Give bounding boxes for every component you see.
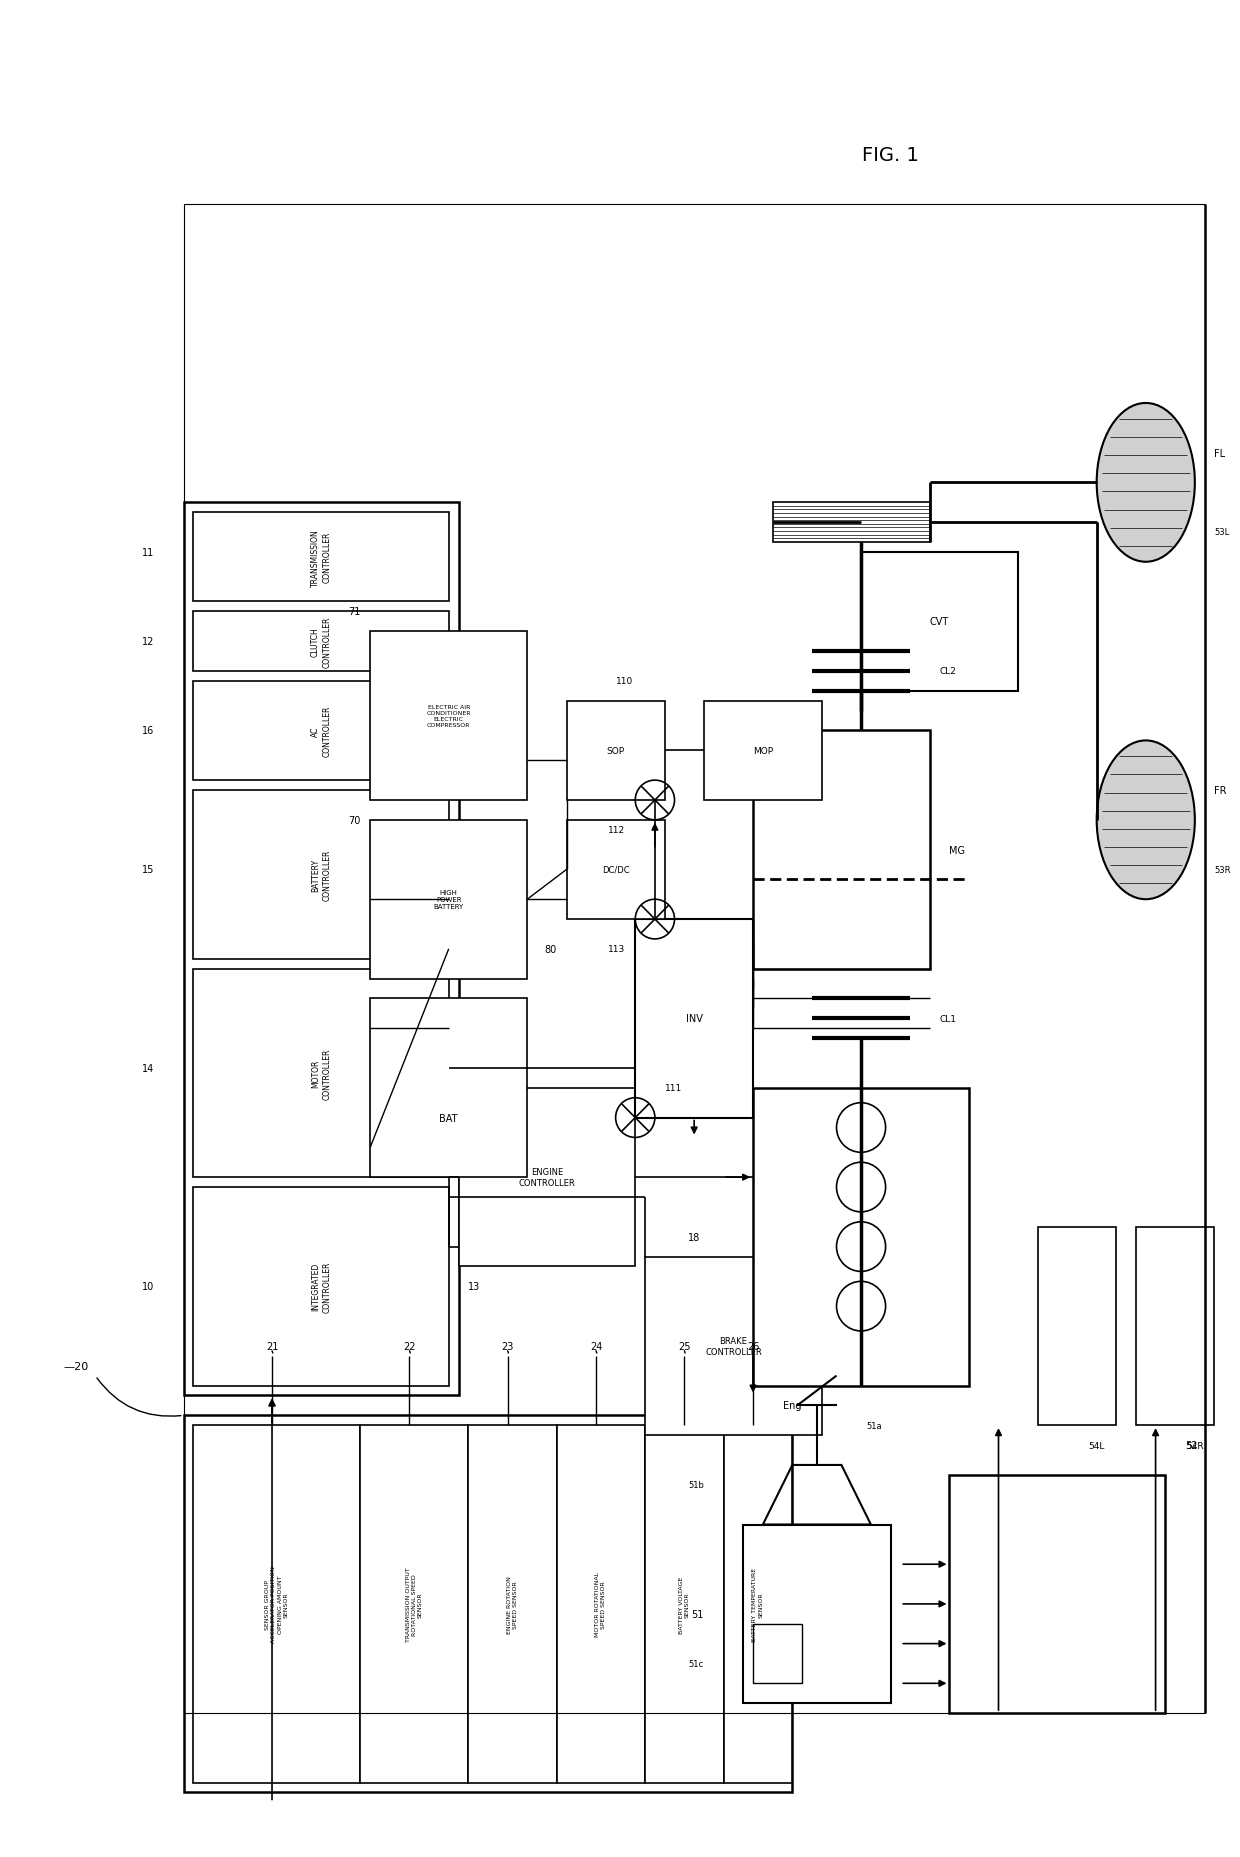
Bar [184,1415,792,1792]
Text: 51a: 51a [866,1421,882,1430]
Bar [193,791,449,960]
Bar [1136,1227,1214,1426]
Text: 51: 51 [692,1608,704,1619]
Bar [469,1426,557,1783]
Text: TRANSMISSION
CONTROLLER: TRANSMISSION CONTROLLER [311,529,331,587]
Text: MOTOR
CONTROLLER: MOTOR CONTROLLER [311,1047,331,1099]
Text: MOP: MOP [753,747,773,756]
Bar [193,969,449,1177]
Bar [861,553,1018,691]
Text: BATTERY TEMPERATURE
SENSOR: BATTERY TEMPERATURE SENSOR [753,1567,764,1642]
Text: 71: 71 [348,607,361,617]
Text: HIGH
POWER
BATTERY: HIGH POWER BATTERY [434,890,464,910]
Text: BATTERY VOLTAGE
SENSOR: BATTERY VOLTAGE SENSOR [678,1575,689,1632]
Text: 52: 52 [1185,1441,1198,1450]
Text: AC
CONTROLLER: AC CONTROLLER [311,706,331,758]
Text: BRAKE
CONTROLLER: BRAKE CONTROLLER [706,1337,761,1356]
Text: 21: 21 [265,1341,278,1352]
Bar [724,1426,792,1783]
Text: 11: 11 [141,548,154,557]
Bar [371,821,527,979]
Text: CLUTCH
CONTROLLER: CLUTCH CONTROLLER [311,617,331,667]
Bar [635,919,753,1118]
Text: SENSOR GROUP
ACCELERATOR POSITION
OPENING AMOUNT
SENSOR: SENSOR GROUP ACCELERATOR POSITION OPENIN… [265,1565,289,1642]
Text: 16: 16 [141,726,154,735]
Text: ENGINE ROTATION
SPEED SENSOR: ENGINE ROTATION SPEED SENSOR [507,1575,518,1632]
Text: Eng: Eng [782,1400,801,1411]
Text: 51b: 51b [688,1480,704,1489]
Text: MOTOR ROTATIONAL
SPEED SENSOR: MOTOR ROTATIONAL SPEED SENSOR [595,1571,606,1636]
Text: 70: 70 [348,815,361,825]
Text: INTEGRATED
CONTROLLER: INTEGRATED CONTROLLER [311,1261,331,1313]
Text: FIG. 1: FIG. 1 [862,147,919,165]
Bar [193,682,449,780]
Bar [567,702,665,800]
Bar [557,1426,645,1783]
Text: 111: 111 [665,1084,682,1092]
Text: 18: 18 [688,1231,701,1242]
Text: 14: 14 [141,1064,154,1073]
Text: 113: 113 [608,945,625,954]
Ellipse shape [1096,741,1195,901]
Text: 112: 112 [609,826,625,836]
Text: FL: FL [1214,448,1225,459]
Text: MG: MG [950,845,966,854]
Text: DC/DC: DC/DC [601,865,630,875]
Text: 25: 25 [678,1341,691,1352]
Bar [193,1187,449,1385]
Bar [645,1257,822,1435]
Text: 80: 80 [544,945,557,954]
Bar [950,1474,1166,1714]
Bar [704,702,822,800]
Text: ELECTRIC AIR
CONDITIONER
ELECTRIC
COMPRESSOR: ELECTRIC AIR CONDITIONER ELECTRIC COMPRE… [427,706,471,728]
Text: 54R: 54R [1185,1441,1204,1450]
Text: 22: 22 [403,1341,415,1352]
Bar [459,1088,635,1266]
Bar [193,613,449,672]
Bar [193,513,449,602]
Bar [743,1525,890,1703]
Text: CVT: CVT [930,617,950,628]
Text: 23: 23 [501,1341,513,1352]
Text: SOP: SOP [606,747,625,756]
Ellipse shape [1096,403,1195,563]
Text: FR: FR [1214,786,1228,795]
Text: 54L: 54L [1089,1441,1105,1450]
Bar [753,1623,802,1684]
Bar [184,206,1205,1714]
Text: 10: 10 [141,1281,154,1292]
Bar [753,732,930,969]
Text: 110: 110 [615,678,632,685]
Text: 26: 26 [746,1341,759,1352]
Text: 53R: 53R [1214,865,1231,875]
Bar [371,631,527,800]
Bar [773,503,930,542]
Bar [193,1426,361,1783]
Text: TRANSMISSION OUTPUT
ROTATIONAL SPEED
SENSOR: TRANSMISSION OUTPUT ROTATIONAL SPEED SEN… [405,1567,423,1642]
Bar [645,1426,724,1783]
Text: 13: 13 [469,1281,481,1292]
Bar [371,999,527,1177]
Text: 51c: 51c [689,1658,704,1668]
Text: INV: INV [686,1014,703,1023]
Text: 53L: 53L [1214,527,1230,537]
Bar [1038,1227,1116,1426]
Text: CL2: CL2 [940,667,956,676]
Text: —20: —20 [63,1361,88,1370]
Text: 12: 12 [141,637,154,646]
Bar [361,1426,469,1783]
Text: 15: 15 [141,865,154,875]
Text: CL1: CL1 [940,1014,956,1023]
Text: BATTERY
CONTROLLER: BATTERY CONTROLLER [311,849,331,901]
Text: 24: 24 [590,1341,603,1352]
Bar [753,1088,968,1385]
Text: ENGINE
CONTROLLER: ENGINE CONTROLLER [518,1168,575,1187]
Text: BAT: BAT [439,1112,458,1123]
Bar [184,503,459,1396]
Bar [567,821,665,919]
